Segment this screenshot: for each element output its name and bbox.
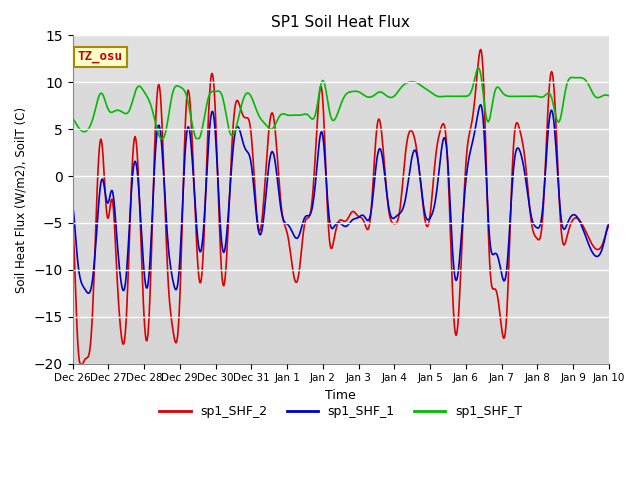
sp1_SHF_T [333, 112, 340, 118]
sp1_SHF_T [475, 65, 483, 71]
sp1_SHF_T [210, 88, 218, 94]
sp1_SHF_2 [557, 227, 565, 233]
Bar [72, 223, 609, 317]
sp1_SHF_1 [333, 220, 340, 226]
Line: sp1_SHF_2: sp1_SHF_2 [72, 49, 609, 364]
Bar [72, 129, 609, 223]
Bar [72, 176, 609, 270]
Bar [72, 36, 609, 129]
sp1_SHF_T [385, 94, 393, 100]
sp1_SHF_T [605, 93, 612, 98]
sp1_SHF_1 [605, 221, 612, 227]
sp1_SHF_2 [210, 85, 218, 91]
Bar [72, 270, 609, 364]
Bar [72, 82, 609, 176]
sp1_SHF_2 [187, 114, 195, 120]
sp1_SHF_T [438, 94, 446, 99]
sp1_SHF_2 [477, 47, 484, 52]
sp1_SHF_2 [68, 221, 76, 227]
sp1_SHF_1 [187, 140, 195, 145]
sp1_SHF_2 [333, 223, 340, 228]
sp1_SHF_1 [477, 102, 484, 108]
sp1_SHF_T [187, 115, 195, 120]
sp1_SHF_1 [210, 116, 218, 121]
Legend: sp1_SHF_2, sp1_SHF_1, sp1_SHF_T: sp1_SHF_2, sp1_SHF_1, sp1_SHF_T [154, 400, 527, 423]
Title: SP1 Soil Heat Flux: SP1 Soil Heat Flux [271, 15, 410, 30]
sp1_SHF_2 [385, 210, 393, 216]
Line: sp1_SHF_T: sp1_SHF_T [72, 68, 609, 139]
sp1_SHF_T [157, 136, 165, 142]
sp1_SHF_T [68, 116, 76, 121]
Line: sp1_SHF_1: sp1_SHF_1 [72, 105, 609, 293]
sp1_SHF_1 [438, 143, 446, 149]
sp1_SHF_2 [605, 224, 612, 229]
sp1_SHF_2 [438, 122, 446, 128]
X-axis label: Time: Time [325, 389, 356, 402]
sp1_SHF_1 [84, 290, 92, 296]
sp1_SHF_1 [68, 204, 76, 209]
Text: TZ_osu: TZ_osu [78, 50, 123, 63]
sp1_SHF_1 [385, 206, 393, 212]
sp1_SHF_2 [76, 361, 84, 367]
sp1_SHF_1 [557, 216, 565, 221]
Y-axis label: Soil Heat Flux (W/m2), SoilT (C): Soil Heat Flux (W/m2), SoilT (C) [15, 107, 28, 293]
sp1_SHF_T [557, 112, 565, 118]
